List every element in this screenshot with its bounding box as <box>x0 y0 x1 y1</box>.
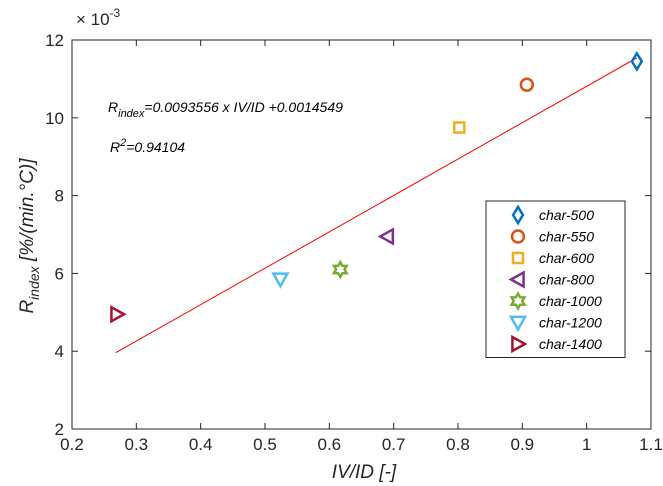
x-tick-label: 0.2 <box>60 435 84 454</box>
fit-equation-r: R <box>108 99 118 115</box>
marker-layer <box>110 50 644 324</box>
legend-label: char-550 <box>539 229 594 245</box>
x-tick-label: 0.9 <box>511 435 535 454</box>
fit-equation-sub: index <box>118 108 145 120</box>
x-tick-label: 0.5 <box>253 435 277 454</box>
fit-equation: Rindex=0.0093556 x IV/ID +0.0014549 <box>108 99 343 120</box>
y-axis-label: Rindex [%/(min.°C)] <box>17 158 42 314</box>
y-tick-label: 10 <box>45 109 64 128</box>
r-squared: R2=0.94104 <box>110 137 185 155</box>
y-axis-label-sub: index <box>26 265 42 299</box>
legend-marker <box>508 270 525 289</box>
fit-equation-rest: =0.0093556 x IV/ID +0.0014549 <box>144 99 343 115</box>
y-tick-label: 6 <box>55 264 64 283</box>
y-exponent-power: -3 <box>110 6 121 20</box>
legend-marker <box>509 291 527 311</box>
axis-layer: 0.2 0.3 0.4 0.5 0.6 0.7 0.8 0.9 1 1.1 2 4 6 8 10 12 <box>45 31 663 454</box>
data-point <box>519 77 535 92</box>
legend-marker <box>511 251 525 265</box>
x-axis-label: IV/ID [-] <box>332 462 397 483</box>
r-squared-rest: =0.94104 <box>126 139 185 155</box>
y-tick-label: 12 <box>45 31 64 50</box>
legend-label: char-600 <box>539 250 594 266</box>
y-exponent-base: × 10 <box>76 10 110 29</box>
fit-line <box>115 57 638 354</box>
legend-label: char-1200 <box>539 315 602 331</box>
r-squared-r: R <box>110 139 120 155</box>
legend-marker <box>510 229 526 244</box>
y-tick-label: 2 <box>55 420 64 439</box>
x-tick-label: 0.4 <box>189 435 213 454</box>
x-tick-label: 1 <box>582 435 591 454</box>
y-axis-label-rest: [%/(min.°C)] <box>17 158 38 267</box>
legend-label: char-1000 <box>539 293 602 309</box>
legend-marker <box>508 315 528 333</box>
data-point <box>452 121 466 134</box>
legend-label: char-500 <box>539 207 594 223</box>
data-point <box>630 50 644 72</box>
data-point <box>331 259 349 280</box>
x-tick-label: 0.3 <box>125 435 149 454</box>
y-tick-label: 4 <box>55 342 64 361</box>
legend-marker <box>511 334 528 354</box>
legend: char-500 char-550 char-600 char-800 char-100… <box>485 200 626 358</box>
y-axis-label-main: R <box>17 300 38 314</box>
y-tick-label: 8 <box>55 187 64 206</box>
r-squared-sup: 2 <box>119 137 126 149</box>
data-point <box>271 272 290 289</box>
x-tick-label: 0.6 <box>318 435 342 454</box>
legend-label: char-800 <box>539 272 594 288</box>
legend-marker <box>511 204 525 226</box>
data-point <box>110 305 127 324</box>
legend-label: char-1400 <box>539 336 602 352</box>
fit-layer <box>115 57 638 354</box>
x-tick-label: 0.7 <box>382 435 406 454</box>
x-tick-label: 0.8 <box>446 435 470 454</box>
y-exponent-label: × 10-3 <box>76 6 121 29</box>
data-point <box>377 227 395 246</box>
x-tick-label: 1.1 <box>639 435 663 454</box>
